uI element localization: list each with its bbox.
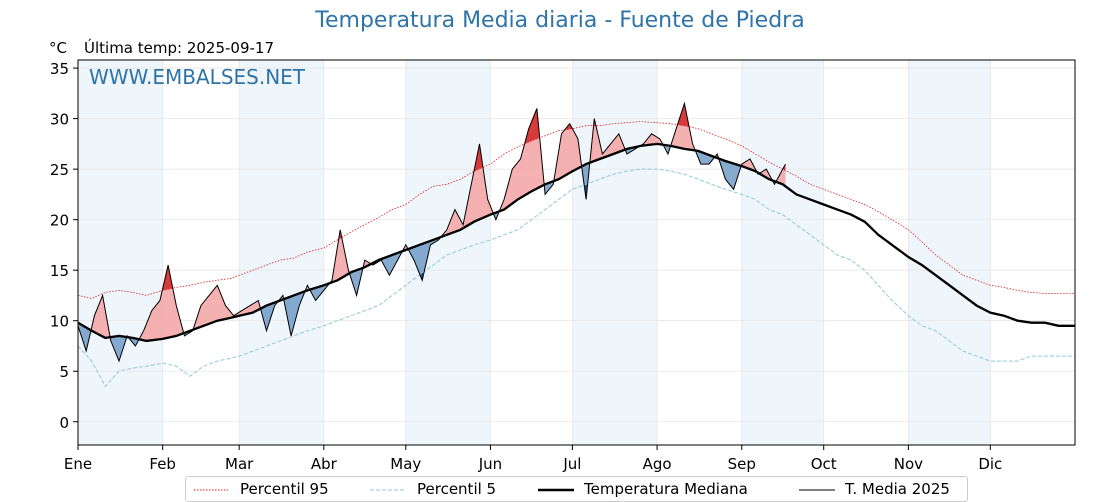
y-unit-label: °C (49, 39, 67, 57)
series-line-current (77, 101, 786, 363)
y-tick-label-15: 15 (50, 262, 69, 280)
x-tick-label-Abr: Abr (311, 455, 338, 473)
y-tick-label-0: 0 (59, 414, 69, 432)
plot-frame (77, 59, 1076, 446)
series-line-p5 (77, 168, 1075, 388)
fill-below-median (78, 144, 776, 362)
x-tick-label-Jun: Jun (478, 455, 502, 473)
legend-swatch-p95 (194, 489, 228, 491)
x-tick-label-Oct: Oct (811, 455, 837, 473)
y-tick-label-30: 30 (50, 111, 69, 129)
chart-title: Temperatura Media diaria - Fuente de Pie… (315, 8, 805, 33)
y-tick-label-25: 25 (50, 161, 69, 179)
series-line-median (77, 142, 1075, 343)
series-line-p95 (77, 121, 1075, 299)
y-tick-label-5: 5 (59, 363, 69, 381)
y-tick-label-35: 35 (50, 60, 69, 78)
x-axis-ticks: Ene Feb Mar Abr May Jun Jul Ago Sep Oct Nov Dic (64, 445, 1002, 473)
x-tick-label-Mar: Mar (225, 455, 254, 473)
month-band-5 (908, 60, 991, 445)
legend-item-p5: Percentil 5 (417, 480, 497, 498)
legend-item-median: Temperatura Mediana (584, 480, 748, 498)
x-tick-label-Ago: Ago (643, 455, 672, 473)
month-band-4 (741, 60, 824, 445)
x-tick-label-Feb: Feb (149, 455, 176, 473)
y-axis-ticks: 0 5 10 15 20 25 30 35 (50, 60, 78, 432)
x-tick-label-Sep: Sep (728, 455, 756, 473)
y-tick-label-20: 20 (50, 212, 69, 230)
month-band-0 (78, 60, 163, 445)
watermark-text: WWW.EMBALSES.NET (89, 65, 306, 89)
temperature-chart: 0 5 10 15 20 25 30 35 Ene Feb Mar Abr May Jun Jul Ago S… (50, 59, 1076, 473)
x-tick-label-Jul: Jul (562, 455, 581, 473)
grid-lines (77, 60, 1075, 445)
anomaly-fills (78, 103, 786, 362)
last-temp-label: Última temp: 2025-09-17 (84, 39, 275, 57)
legend-swatch-current (799, 489, 835, 491)
legend: Percentil 95 Percentil 5 Temperatura Med… (185, 476, 968, 502)
x-tick-label-Dic: Dic (978, 455, 1002, 473)
x-tick-label-Nov: Nov (894, 455, 923, 473)
fill-above-median (91, 103, 786, 341)
legend-item-p95: Percentil 95 (240, 480, 329, 498)
legend-item-current: T. Media 2025 (845, 480, 950, 498)
month-band-1 (239, 60, 324, 445)
series-lines (77, 101, 1075, 388)
month-band-3 (572, 60, 658, 445)
legend-swatch-median (538, 488, 574, 492)
x-tick-label-Ene: Ene (64, 455, 92, 473)
legend-swatch-p5 (370, 489, 406, 491)
x-tick-label-May: May (390, 455, 421, 473)
y-tick-label-10: 10 (50, 313, 69, 331)
